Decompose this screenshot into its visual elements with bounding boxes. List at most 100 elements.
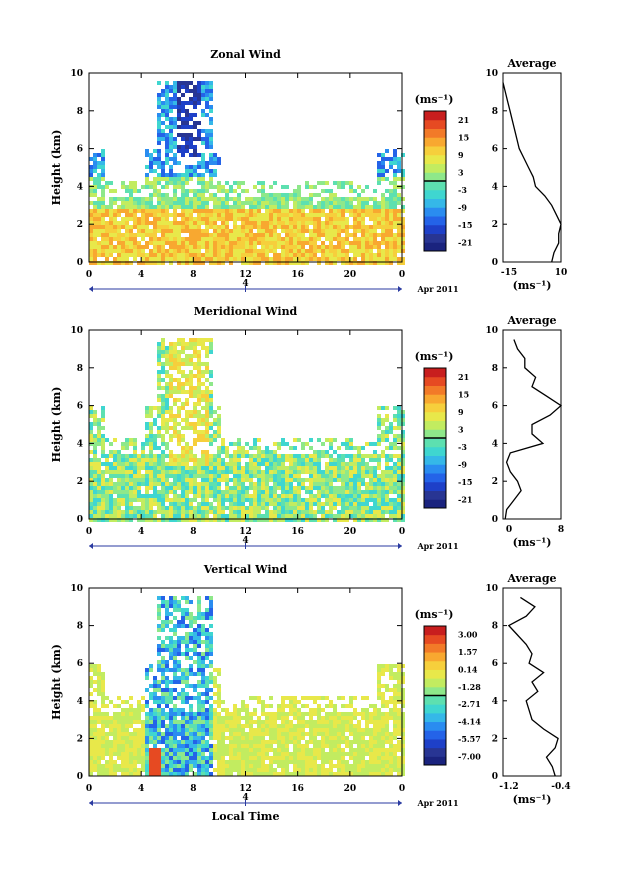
heatmap-cell	[165, 636, 169, 640]
colorbar-tick-label: 3	[458, 167, 464, 177]
heatmap-cell	[401, 506, 405, 510]
heatmap-cell	[273, 712, 277, 716]
heatmap-cell	[137, 466, 141, 470]
heatmap-cell	[365, 185, 369, 189]
heatmap-cell	[321, 470, 325, 474]
heatmap-cell	[181, 121, 185, 125]
heatmap-cell	[265, 229, 269, 233]
heatmap-cell	[165, 732, 169, 736]
heatmap-cell	[177, 422, 181, 426]
heatmap-cell	[261, 257, 265, 261]
heatmap-cell	[149, 426, 153, 430]
heatmap-cell	[289, 454, 293, 458]
heatmap-cell	[117, 462, 121, 466]
heatmap-cell	[385, 245, 389, 249]
heatmap-cell	[161, 221, 165, 225]
heatmap-cell	[257, 237, 261, 241]
heatmap-cell	[165, 506, 169, 510]
heatmap-cell	[197, 458, 201, 462]
heatmap-cell	[357, 253, 361, 257]
heatmap-cell	[225, 213, 229, 217]
heatmap-cell	[209, 724, 213, 728]
colorbar-tick-label: -21	[458, 494, 472, 504]
heatmap-cell	[189, 209, 193, 213]
y-tick-label: 4	[77, 439, 83, 449]
heatmap-cell	[385, 466, 389, 470]
heatmap-cell	[393, 736, 397, 740]
heatmap-cell	[129, 233, 133, 237]
heatmap-cell	[257, 518, 261, 522]
heatmap-cell	[169, 474, 173, 478]
heatmap-cell	[125, 217, 129, 221]
heatmap-cell	[333, 458, 337, 462]
heatmap-cell	[145, 426, 149, 430]
heatmap-cell	[193, 712, 197, 716]
heatmap-cell	[277, 518, 281, 522]
heatmap-cell	[313, 462, 317, 466]
heatmap-cell	[321, 450, 325, 454]
heatmap-cell	[301, 732, 305, 736]
heatmap-cell	[389, 490, 393, 494]
heatmap-cell	[173, 402, 177, 406]
heatmap-cell	[161, 169, 165, 173]
heatmap-cell	[189, 378, 193, 382]
heatmap-cell	[129, 716, 133, 720]
heatmap-cell	[209, 410, 213, 414]
heatmap-cell	[385, 261, 389, 265]
heatmap-cell	[261, 724, 265, 728]
heatmap-cell	[393, 510, 397, 514]
heatmap-cell	[329, 458, 333, 462]
heatmap-cell	[329, 197, 333, 201]
heatmap-cell	[189, 740, 193, 744]
heatmap-cell	[197, 85, 201, 89]
heatmap-cell	[125, 442, 129, 446]
heatmap-cell	[185, 257, 189, 261]
heatmap-cell	[185, 173, 189, 177]
heatmap-cell	[121, 245, 125, 249]
heatmap-cell	[113, 249, 117, 253]
heatmap-cell	[297, 474, 301, 478]
heatmap-cell	[309, 696, 313, 700]
heatmap-cell	[297, 744, 301, 748]
heatmap-cell	[365, 237, 369, 241]
heatmap-cell	[117, 506, 121, 510]
heatmap-cell	[313, 514, 317, 518]
heatmap-cell	[305, 748, 309, 752]
heatmap-cell	[145, 752, 149, 756]
heatmap-cell	[337, 724, 341, 728]
heatmap-cell	[293, 510, 297, 514]
heatmap-cell	[141, 454, 145, 458]
heatmap-cell	[177, 185, 181, 189]
heatmap-cell	[289, 506, 293, 510]
heatmap-cell	[401, 173, 405, 177]
heatmap-cell	[209, 85, 213, 89]
heatmap-cell	[101, 490, 105, 494]
heatmap-cell	[165, 161, 169, 165]
heatmap-cell	[385, 668, 389, 672]
heatmap-cell	[181, 498, 185, 502]
heatmap-cell	[153, 474, 157, 478]
heatmap-cell	[313, 494, 317, 498]
heatmap-cell	[397, 213, 401, 217]
heatmap-cell	[169, 640, 173, 644]
heatmap-cell	[145, 732, 149, 736]
heatmap-cell	[193, 93, 197, 97]
heatmap-cell	[353, 696, 357, 700]
heatmap-cell	[117, 744, 121, 748]
heatmap-cell	[261, 486, 265, 490]
heatmap-cell	[177, 740, 181, 744]
heatmap-cell	[345, 510, 349, 514]
heatmap-cell	[169, 358, 173, 362]
heatmap-cell	[229, 478, 233, 482]
heatmap-cell	[181, 426, 185, 430]
heatmap-cell	[137, 752, 141, 756]
heatmap-cell	[289, 518, 293, 522]
heatmap-cell	[181, 434, 185, 438]
heatmap-cell	[341, 466, 345, 470]
heatmap-cell	[297, 720, 301, 724]
heatmap-cell	[181, 696, 185, 700]
heatmap-cell	[377, 716, 381, 720]
heatmap-cell	[165, 201, 169, 205]
heatmap-cell	[209, 604, 213, 608]
heatmap-cell	[289, 740, 293, 744]
